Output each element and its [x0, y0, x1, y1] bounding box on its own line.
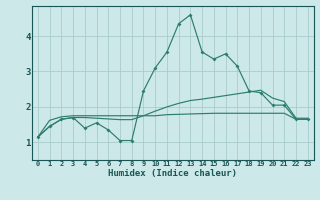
X-axis label: Humidex (Indice chaleur): Humidex (Indice chaleur)	[108, 169, 237, 178]
